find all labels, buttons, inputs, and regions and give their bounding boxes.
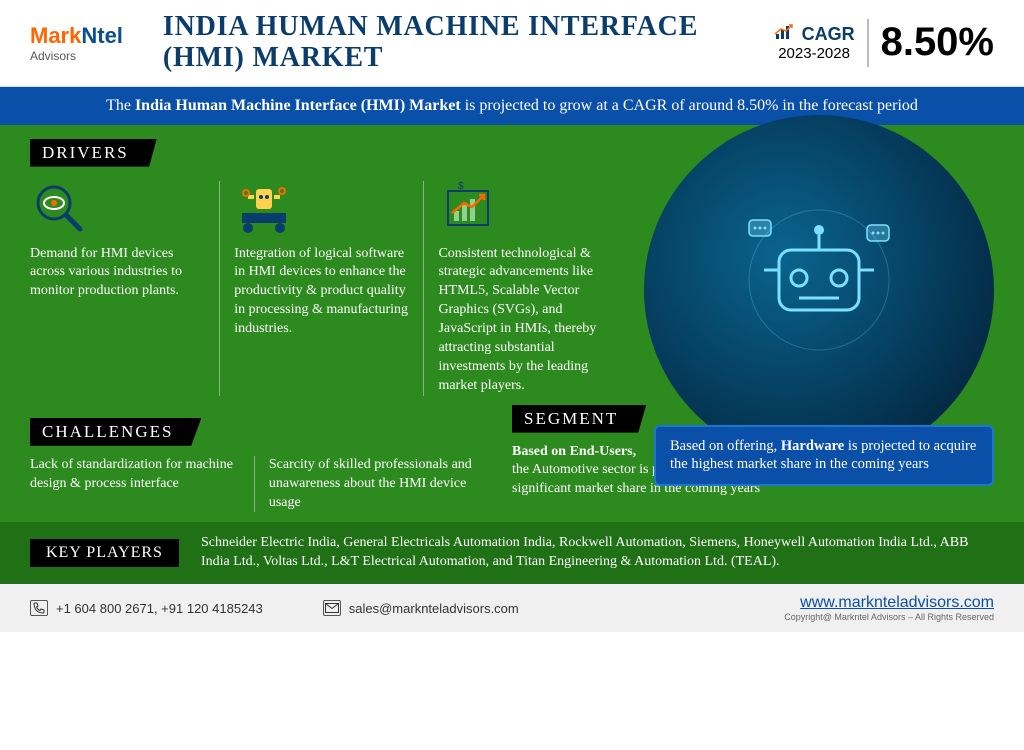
logo-part2: Ntel xyxy=(81,23,123,48)
segment-label: SEGMENT xyxy=(512,405,646,433)
keyplayers-section: KEY PLAYERS Schneider Electric India, Ge… xyxy=(0,522,1024,584)
challenges-label: CHALLENGES xyxy=(30,418,201,446)
challenges-row: Lack of standardization for machine desi… xyxy=(30,456,493,513)
page-title: INDIA HUMAN MACHINE INTERFACE (HMI) MARK… xyxy=(163,12,774,74)
cagr-period: 2023-2028 xyxy=(778,45,850,62)
drivers-label: DRIVERS xyxy=(30,139,157,167)
driver-3: $ Consistent technological & strategic a… xyxy=(424,181,627,396)
challenge-1: Lack of standardization for machine desi… xyxy=(30,456,255,513)
footer-copyright: Copyright@ Markntel Advisors – All Right… xyxy=(784,612,994,622)
cagr-label-row: CAGR xyxy=(774,24,855,45)
phone-icon xyxy=(30,600,48,616)
email-icon xyxy=(323,600,341,616)
cagr-divider xyxy=(867,19,869,67)
cagr-label-group: CAGR 2023-2028 xyxy=(774,24,855,62)
logo-sub: Advisors xyxy=(30,49,123,63)
driver-2: Integration of logical software in HMI d… xyxy=(220,181,424,396)
banner-bold: India Human Machine Interface (HMI) Mark… xyxy=(135,97,461,114)
offering-callout: Based on offering, Hardware is projected… xyxy=(654,425,994,487)
logo: MarkNtel Advisors xyxy=(30,23,123,63)
keyplayers-text: Schneider Electric India, General Electr… xyxy=(201,534,994,572)
footer-email-text: sales@marknteladvisors.com xyxy=(349,601,519,616)
drivers-row: Demand for HMI devices across various in… xyxy=(30,181,628,396)
challenge-2: Scarcity of skilled professionals and un… xyxy=(255,456,493,513)
logo-main: MarkNtel xyxy=(30,23,123,49)
chart-icon xyxy=(774,24,794,45)
banner-post: is projected to grow at a CAGR of around… xyxy=(461,97,918,114)
callout-pre: Based on offering, xyxy=(670,438,781,454)
callout-bold: Hardware xyxy=(781,438,844,454)
footer-phone-text: +1 604 800 2671, +91 120 4185243 xyxy=(56,601,263,616)
driver-3-text: Consistent technological & strategic adv… xyxy=(438,245,613,396)
header: MarkNtel Advisors INDIA HUMAN MACHINE IN… xyxy=(0,0,1024,87)
banner-pre: The xyxy=(106,97,135,114)
cagr-block: CAGR 2023-2028 8.50% xyxy=(774,19,994,67)
banner: The India Human Machine Interface (HMI) … xyxy=(0,87,1024,125)
cagr-value: 8.50% xyxy=(881,20,994,65)
footer-email: sales@marknteladvisors.com xyxy=(323,600,519,616)
chart-arrow-icon: $ xyxy=(438,181,498,235)
challenges-section: CHALLENGES Lack of standardization for m… xyxy=(30,418,493,513)
footer: +1 604 800 2671, +91 120 4185243 sales@m… xyxy=(0,584,1024,632)
keyplayers-label: KEY PLAYERS xyxy=(30,539,179,567)
footer-right: www.marknteladvisors.com Copyright@ Mark… xyxy=(784,594,994,622)
logo-part1: Mark xyxy=(30,23,81,48)
cagr-label: CAGR xyxy=(802,24,855,44)
driver-2-text: Integration of logical software in HMI d… xyxy=(234,245,409,339)
footer-url[interactable]: www.marknteladvisors.com xyxy=(784,594,994,612)
segment-pre: Based on End-Users, xyxy=(512,444,636,459)
driver-1-text: Demand for HMI devices across various in… xyxy=(30,245,205,302)
svg-text:$: $ xyxy=(458,181,464,192)
driver-1: Demand for HMI devices across various in… xyxy=(30,181,220,396)
hero-image xyxy=(644,115,994,465)
footer-phone: +1 604 800 2671, +91 120 4185243 xyxy=(30,600,263,616)
main-content: DRIVERS Demand for HMI devices across va… xyxy=(0,125,1024,523)
robot-hologram-icon xyxy=(719,190,919,390)
robot-factory-icon xyxy=(234,181,294,235)
monitor-eye-icon xyxy=(30,181,90,235)
